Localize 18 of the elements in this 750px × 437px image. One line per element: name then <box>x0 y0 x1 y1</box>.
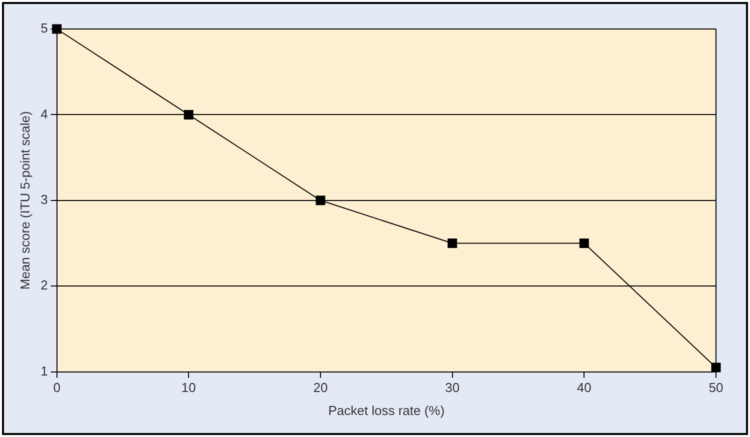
x-tick-label: 40 <box>576 380 592 396</box>
y-axis-title: Mean score (ITU 5-point scale) <box>17 111 32 290</box>
point <box>184 110 194 120</box>
x-axis-title: Packet loss rate (%) <box>328 402 445 418</box>
y-tick-label: 3 <box>40 192 48 207</box>
x-tick-label: 20 <box>313 380 328 396</box>
x-tick-label: 30 <box>445 380 460 396</box>
y-tick-label: 1 <box>40 363 48 378</box>
point <box>711 362 721 372</box>
point <box>579 238 589 248</box>
y-tick-label: 2 <box>40 278 48 293</box>
point <box>448 238 458 248</box>
x-tick-label: 0 <box>53 380 60 396</box>
point <box>316 196 326 206</box>
x-tick-label: 10 <box>181 380 196 396</box>
y-tick-label: 5 <box>40 20 48 36</box>
x-tick-label: 50 <box>708 380 724 396</box>
y-tick-label: 4 <box>40 106 48 122</box>
